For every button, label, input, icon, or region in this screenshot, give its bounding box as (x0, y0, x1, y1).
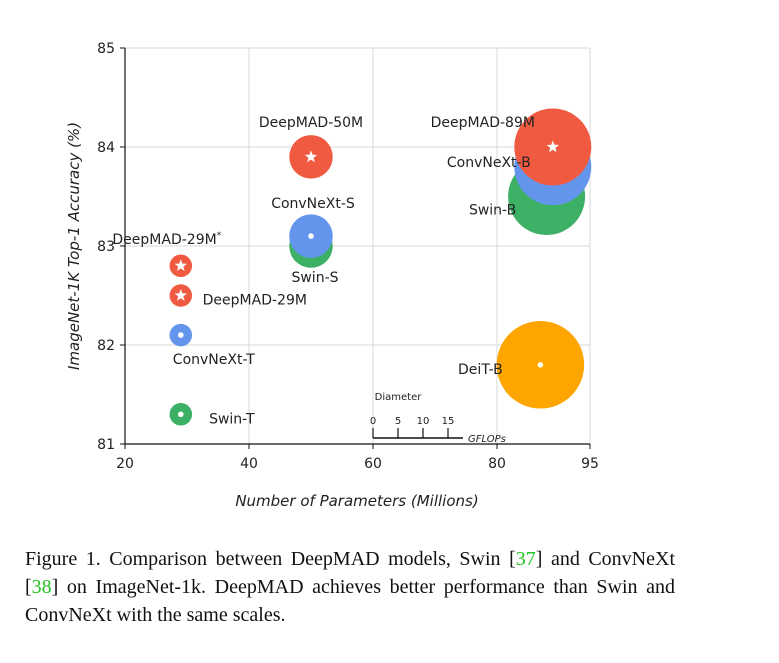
dot-marker (178, 411, 184, 418)
point-label: DeepMAD-50M (259, 115, 363, 131)
y-tick-label: 83 (97, 239, 115, 255)
caption-prefix: Figure 1. Comparison between DeepMAD mod… (25, 548, 516, 570)
star-icon (546, 140, 559, 153)
size-legend-tick-label: 15 (442, 416, 455, 427)
x-tick-label: 20 (116, 456, 134, 472)
caption-suffix: ] on ImageNet-1k. DeepMAD achieves bette… (25, 576, 675, 626)
size-legend: Diameter 0 5 10 15 GFLOPs (370, 392, 506, 445)
point-label: DeepMAD-29M* (112, 231, 221, 248)
caption-ref-37[interactable]: 37 (515, 548, 536, 570)
point-label: DeiT-B (458, 362, 503, 378)
size-legend-tick-label: 0 (370, 416, 376, 427)
size-legend-title: Diameter (375, 392, 423, 403)
x-tick-label: 60 (364, 456, 382, 472)
point-label: DeepMAD-89M (431, 115, 535, 131)
y-tick-label: 81 (97, 437, 115, 453)
star-icon (174, 259, 187, 272)
star-icon (304, 150, 318, 163)
x-axis-label: Number of Parameters (Millions) (235, 492, 478, 510)
y-tick-label: 82 (97, 338, 115, 354)
y-tick-label: 84 (97, 140, 115, 156)
point-label: DeepMAD-29M (203, 293, 307, 309)
size-legend-unit: GFLOPs (468, 434, 506, 445)
x-tick-label: 95 (581, 456, 599, 472)
size-legend-tick-label: 10 (417, 416, 430, 427)
axes: 20 40 60 80 95 81 82 83 84 85 (97, 41, 599, 472)
caption-middle: ] and ConvNeXt [ (25, 548, 676, 598)
star-icon (174, 289, 187, 301)
y-axis-label: ImageNet-1K Top-1 Accuracy (%) (65, 122, 83, 370)
dot-marker (537, 362, 544, 368)
point-labels: DeepMAD-50M DeepMAD-89M ConvNeXt-B Swin-B Co… (112, 115, 535, 427)
point-label: Swin-S (291, 270, 338, 286)
point-label: ConvNeXt-S (271, 196, 355, 212)
point-label: ConvNeXt-B (447, 155, 531, 171)
size-legend-tick-label: 5 (395, 416, 401, 427)
y-tick-label: 85 (97, 41, 115, 57)
point-label: ConvNeXt-T (173, 352, 255, 368)
data-points (169, 108, 592, 426)
point-label: Swin-B (469, 203, 516, 219)
point-label: Swin-T (209, 411, 255, 427)
caption-ref-38[interactable]: 38 (31, 576, 52, 598)
x-tick-label: 40 (240, 456, 258, 472)
x-tick-label: 80 (488, 456, 506, 472)
dot-marker (308, 233, 314, 239)
figure-caption: Figure 1. Comparison between DeepMAD mod… (25, 545, 675, 629)
dot-marker (178, 332, 184, 338)
